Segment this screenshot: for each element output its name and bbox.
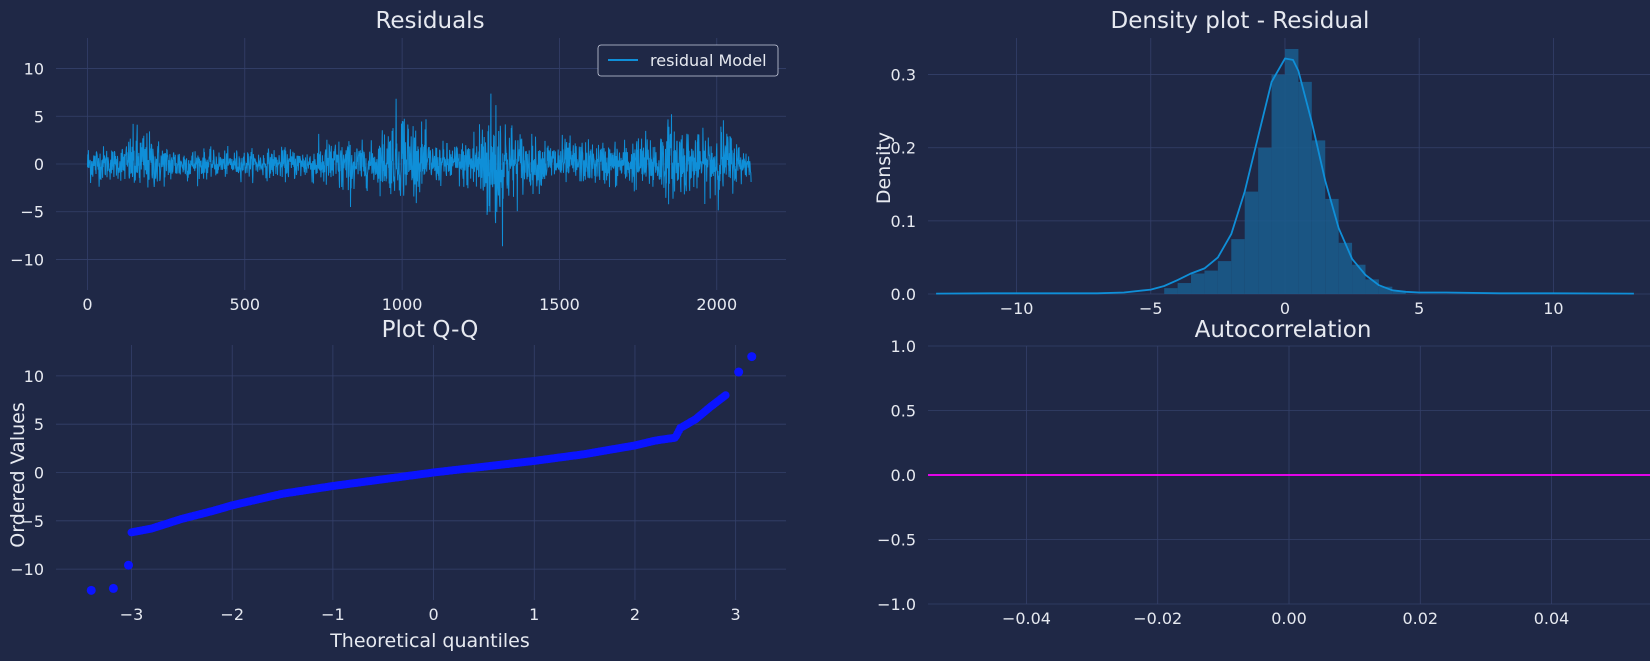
qq-outlier-point <box>747 352 757 362</box>
residuals-xtick-label: 500 <box>230 295 261 314</box>
density-histogram-bar <box>1392 291 1406 294</box>
qq-ytick-label: −5 <box>20 512 44 531</box>
density-panel: −10 −5 0 5 10 0.0 0.1 0.2 0.3 Density plot - Res… <box>873 8 1650 318</box>
density-xtick-label: −10 <box>1000 299 1034 318</box>
residual-model-line <box>87 93 752 247</box>
density-histogram-bar <box>1284 48 1299 294</box>
qq-ytick-label: 10 <box>24 367 44 386</box>
qq-ytick-label: 5 <box>34 415 44 434</box>
qq-xtick-label: −3 <box>120 605 144 624</box>
qq-outlier-point <box>108 583 118 593</box>
qq-outlier-point <box>86 585 96 595</box>
residuals-ytick-label: 0 <box>34 155 44 174</box>
residuals-legend: residual Model <box>597 44 779 77</box>
residuals-panel: 0 500 1000 1500 2000 −10 −5 0 5 10 Residuals resi… <box>10 8 786 314</box>
qq-xlabel: Theoretical quantiles <box>329 630 530 652</box>
residuals-xtick-label: 2000 <box>696 295 737 314</box>
density-ytick-label: 0.0 <box>891 285 916 304</box>
density-histogram-bar <box>1244 191 1259 294</box>
density-ytick-label: 0.2 <box>891 139 916 158</box>
qq-xtick-label: 3 <box>731 605 741 624</box>
residuals-ytick-label: −10 <box>10 250 44 269</box>
density-histogram-bar <box>1191 273 1205 294</box>
autocorrelation-xtick-label: 0.00 <box>1271 609 1307 628</box>
density-histogram-bar <box>1298 81 1312 294</box>
autocorrelation-title: Autocorrelation <box>1195 317 1372 343</box>
legend-entry-residual-model: residual Model <box>650 51 767 70</box>
qq-ytick-label: 0 <box>34 464 44 483</box>
density-ytick-label: 0.3 <box>891 66 916 85</box>
autocorrelation-xtick-label: −0.02 <box>1133 609 1182 628</box>
autocorrelation-xtick-label: 0.04 <box>1534 609 1570 628</box>
legend-box <box>597 44 779 77</box>
density-histogram-bar <box>1352 264 1366 294</box>
residuals-xtick-label: 1000 <box>382 295 423 314</box>
density-histogram-bar <box>1325 198 1339 294</box>
autocorrelation-ytick-label: 0.5 <box>891 402 916 421</box>
density-xtick-label: 5 <box>1414 299 1424 318</box>
density-histogram-bar <box>1311 140 1326 294</box>
autocorrelation-xtick-label: 0.02 <box>1402 609 1438 628</box>
density-kde-line <box>936 57 1634 295</box>
density-histogram-bar <box>1204 270 1218 294</box>
density-ytick-label: 0.1 <box>891 212 916 231</box>
qq-ytick-label: −10 <box>10 560 44 579</box>
density-histogram-bar <box>1164 288 1178 294</box>
qq-xtick-label: −2 <box>220 605 244 624</box>
density-xtick-label: 10 <box>1543 299 1563 318</box>
qq-ylabel: Ordered Values <box>7 402 29 547</box>
density-title: Density plot - Residual <box>1111 8 1370 34</box>
residuals-ytick-label: 10 <box>24 60 44 79</box>
autocorrelation-xtick-label: −0.04 <box>1002 609 1051 628</box>
density-histogram-bar <box>1365 279 1379 294</box>
residuals-ytick-label: −5 <box>20 203 44 222</box>
density-xtick-label: 0 <box>1280 299 1290 318</box>
autocorrelation-panel: −0.04 −0.02 0.00 0.02 0.04−1.0−0.50.00.51.0 … <box>877 317 1650 628</box>
density-histogram-bar <box>1338 242 1353 294</box>
density-histogram-bar <box>1271 74 1285 294</box>
residuals-ytick-label: 5 <box>34 107 44 126</box>
density-histogram-bar <box>1258 147 1272 294</box>
qq-xtick-label: 0 <box>428 605 438 624</box>
density-histogram-bar <box>1231 239 1245 294</box>
density-histogram-bar <box>1378 286 1393 294</box>
qq-point <box>721 391 730 400</box>
residuals-xtick-label: 0 <box>82 295 92 314</box>
density-histogram-bar <box>1217 261 1232 294</box>
autocorrelation-ytick-label: 1.0 <box>891 337 916 356</box>
qq-title: Plot Q-Q <box>382 317 479 343</box>
qq-xtick-label: −1 <box>321 605 345 624</box>
residuals-xtick-label: 1500 <box>539 295 580 314</box>
residuals-title: Residuals <box>375 8 484 34</box>
qq-outlier-point <box>123 560 133 570</box>
autocorrelation-ytick-label: −0.5 <box>877 531 916 550</box>
qq-xtick-label: 2 <box>630 605 640 624</box>
qq-xtick-label: 1 <box>529 605 539 624</box>
autocorrelation-ytick-label: 0.0 <box>891 466 916 485</box>
autocorrelation-ytick-label: −1.0 <box>877 595 916 614</box>
density-histogram-bar <box>1177 283 1192 294</box>
qq-outlier-point <box>734 367 744 377</box>
density-xtick-label: −5 <box>1139 299 1163 318</box>
density-ylabel: Density <box>873 132 895 204</box>
